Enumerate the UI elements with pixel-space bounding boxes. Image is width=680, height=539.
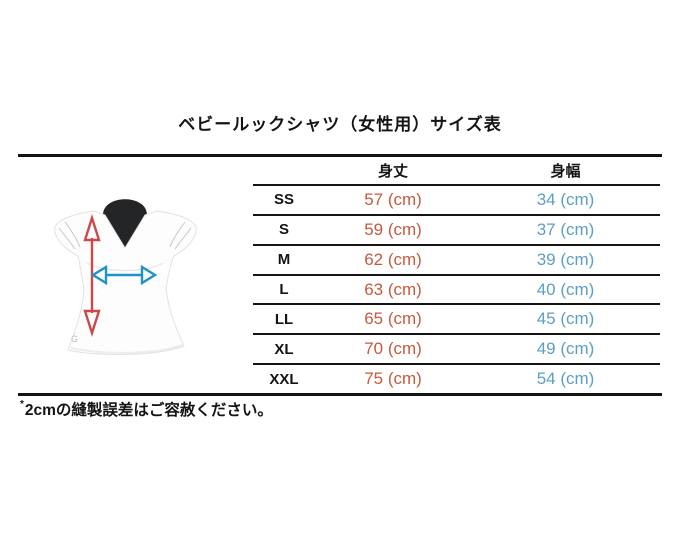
- width-value: 37 (cm): [536, 219, 595, 239]
- shirt-body: [54, 210, 197, 355]
- table-row-xxl: XXL 75 (cm) 54 (cm): [253, 365, 660, 393]
- length-value: 75 (cm): [364, 369, 422, 389]
- divider-top: [18, 154, 662, 157]
- size-label: LL: [274, 310, 294, 328]
- page-title: ベビールックシャツ（女性用）サイズ表: [178, 115, 502, 134]
- width-value: 54 (cm): [536, 369, 595, 389]
- width-value: 40 (cm): [536, 279, 595, 299]
- length-value: 62 (cm): [364, 249, 422, 269]
- length-value: 65 (cm): [364, 309, 422, 329]
- size-label: XXL: [269, 370, 299, 388]
- column-header-length: 身丈: [377, 162, 408, 180]
- divider-header: [253, 184, 660, 186]
- sleeve-shading: [58, 221, 192, 250]
- length-value: 59 (cm): [364, 219, 422, 239]
- table-row-ss: SS 57 (cm) 34 (cm): [253, 186, 660, 216]
- mannequin-neck: [100, 199, 150, 249]
- size-label: L: [279, 281, 289, 298]
- hem-shading: [70, 344, 183, 354]
- table-header: 身丈 身幅: [253, 156, 660, 184]
- size-label: XL: [274, 340, 294, 358]
- length-value: 63 (cm): [364, 279, 422, 299]
- width-value: 39 (cm): [536, 249, 595, 269]
- width-value: 45 (cm): [536, 309, 595, 329]
- table-row-m: M 62 (cm) 39 (cm): [253, 246, 660, 276]
- column-header-width: 身幅: [550, 162, 581, 180]
- width-arrow-icon: [90, 264, 158, 286]
- table-row-xl: XL 70 (cm) 49 (cm): [253, 335, 660, 366]
- shirt-measurement-illustration: G: [54, 199, 197, 355]
- size-label: S: [278, 221, 289, 239]
- size-table: SS 57 (cm) 34 (cm) S 59 (cm) 37 (cm) M 6…: [253, 186, 660, 393]
- garment-logo-mark: G: [71, 334, 78, 344]
- table-row-l: L 63 (cm) 40 (cm): [253, 276, 660, 306]
- width-value: 34 (cm): [536, 189, 595, 209]
- length-value: 70 (cm): [364, 339, 422, 359]
- table-row-s: S 59 (cm) 37 (cm): [253, 216, 660, 246]
- table-row-ll: LL 65 (cm) 45 (cm): [253, 305, 660, 336]
- size-label: SS: [273, 191, 294, 209]
- footnote-marker: *: [20, 399, 24, 410]
- divider-bottom: [18, 393, 662, 396]
- footnote: *2cmの縫製誤差はご容赦ください。: [20, 398, 273, 420]
- size-label: M: [277, 251, 291, 269]
- length-value: 57 (cm): [364, 189, 422, 209]
- width-value: 49 (cm): [536, 339, 595, 359]
- footnote-text: 2cmの縫製誤差はご容赦ください。: [24, 402, 273, 419]
